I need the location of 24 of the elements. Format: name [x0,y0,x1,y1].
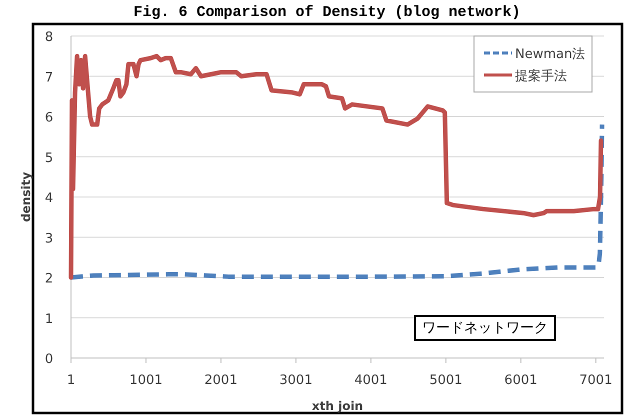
legend-label: Newman法 [515,47,586,62]
y-tick-label: 3 [44,231,54,246]
annotation: ワードネットワーク [414,315,556,341]
x-tick-label: 7001 [579,373,612,388]
legend-label: 提案手法 [515,68,567,84]
y-tick-label: 4 [44,191,54,206]
y-tick-label: 2 [44,272,54,286]
chart-title: Fig. 6 Comparison of Density (blog network) [133,4,521,21]
x-tick-label: 2001 [204,373,238,388]
y-tick-label: 7 [44,70,54,86]
y-tick-label: 5 [44,150,54,166]
x-tick-label: 5001 [429,373,462,388]
x-tick-label: 1001 [129,373,163,388]
y-tick-label: 6 [44,110,54,126]
annotation: ワードネットワーク [422,320,548,336]
x-tick-label: 3001 [279,373,312,388]
y-tick-label: 0 [44,352,54,367]
x-tick-label: 4001 [354,373,388,388]
x-tick-label: 1 [66,373,76,388]
x-tick-label: 6001 [504,373,538,388]
y-tick-label: 8 [44,30,54,45]
x-axis-title: xth join [312,399,364,413]
y-axis-title: density [19,172,33,222]
y-tick-label: 1 [44,312,54,327]
